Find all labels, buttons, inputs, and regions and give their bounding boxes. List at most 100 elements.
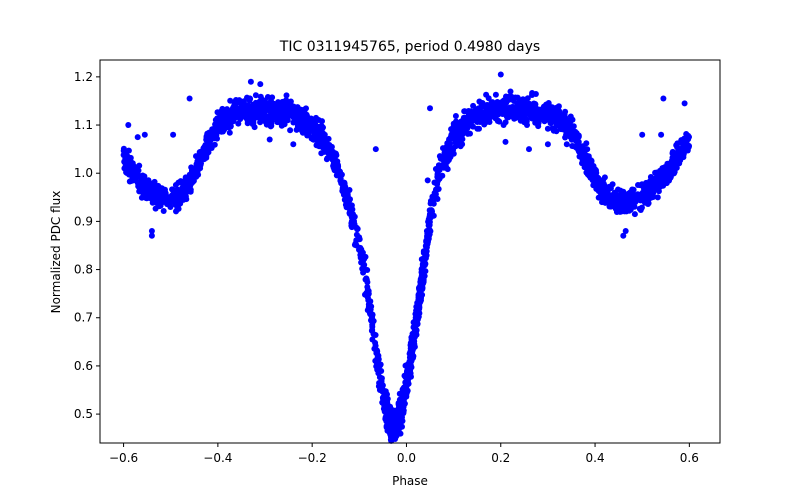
data-point <box>563 125 570 132</box>
data-point <box>639 181 645 188</box>
data-point <box>531 113 538 120</box>
outlier-point <box>290 141 297 148</box>
data-point <box>508 94 515 100</box>
y-tick-label: 0.5 <box>74 407 93 421</box>
outlier-point <box>148 228 155 234</box>
data-point <box>383 397 390 404</box>
data-point <box>323 156 330 163</box>
data-point <box>401 388 408 395</box>
data-point <box>287 98 294 105</box>
data-point <box>407 348 414 355</box>
data-point <box>313 114 319 121</box>
outlier-point <box>660 95 667 102</box>
data-point <box>343 197 350 204</box>
data-point <box>353 242 360 249</box>
data-point <box>264 106 271 113</box>
data-point <box>552 117 559 124</box>
data-point <box>475 114 482 121</box>
data-point <box>318 150 325 157</box>
data-point <box>369 313 375 320</box>
data-point <box>627 199 634 206</box>
data-point <box>122 148 129 155</box>
data-point <box>361 261 368 268</box>
data-point <box>629 186 636 193</box>
data-point <box>406 367 413 374</box>
data-point <box>217 117 224 124</box>
x-tick-label: 0.6 <box>680 451 699 465</box>
data-point <box>589 163 596 170</box>
data-point <box>240 105 247 112</box>
data-point <box>331 157 338 164</box>
data-point <box>583 140 590 147</box>
data-point <box>477 105 483 112</box>
data-point <box>583 162 590 169</box>
data-point <box>507 88 514 95</box>
data-point <box>140 193 147 200</box>
data-point <box>422 260 429 267</box>
data-point <box>459 126 466 133</box>
y-tick-label: 1.1 <box>74 118 93 132</box>
data-point <box>320 124 326 131</box>
data-point <box>623 194 630 201</box>
data-point <box>588 157 595 164</box>
x-tick-label: 0.2 <box>491 451 510 465</box>
data-point <box>137 174 144 181</box>
data-point <box>570 143 577 150</box>
data-point <box>164 198 171 205</box>
outlier-point <box>497 71 504 78</box>
data-point <box>483 91 490 98</box>
data-point <box>655 188 662 195</box>
data-point <box>258 102 265 109</box>
outlier-point <box>622 228 629 234</box>
data-point <box>414 312 421 319</box>
data-point <box>423 243 429 250</box>
data-point <box>341 180 348 187</box>
data-point <box>426 211 433 218</box>
data-point <box>476 125 482 132</box>
y-tick-label: 1.2 <box>74 70 93 84</box>
data-point <box>409 340 416 347</box>
data-point <box>434 196 441 202</box>
data-point <box>360 269 367 276</box>
data-point <box>414 305 421 312</box>
outlier-point <box>257 81 264 88</box>
data-point <box>685 132 691 139</box>
data-point <box>411 331 418 338</box>
data-point <box>660 178 667 185</box>
data-point <box>453 118 459 125</box>
data-point <box>495 107 502 113</box>
plot-area <box>99 59 721 444</box>
data-point <box>395 408 402 415</box>
data-point <box>502 110 509 117</box>
data-point <box>186 171 193 178</box>
data-point <box>682 147 688 154</box>
data-point <box>200 152 207 159</box>
data-point <box>157 185 164 192</box>
data-point <box>182 193 189 200</box>
outlier-point <box>502 138 509 145</box>
outlier-point <box>170 131 177 138</box>
data-point <box>433 186 439 193</box>
data-point <box>265 101 272 108</box>
data-point <box>172 182 179 188</box>
data-point <box>306 125 313 132</box>
chart-title: TIC 0311945765, period 0.4980 days <box>279 39 540 55</box>
data-point <box>492 91 499 98</box>
data-point <box>526 108 533 115</box>
data-point <box>382 405 389 412</box>
data-point <box>422 250 429 257</box>
data-point <box>437 155 444 162</box>
data-point <box>284 117 291 124</box>
x-axis-label: Phase <box>392 474 428 488</box>
data-point <box>261 97 268 104</box>
data-point <box>369 336 376 343</box>
outlier-point <box>186 95 193 102</box>
data-point <box>671 157 678 164</box>
data-point <box>530 100 537 107</box>
data-point <box>669 150 676 157</box>
data-point <box>486 119 493 125</box>
data-point <box>484 107 491 114</box>
data-point <box>674 140 681 147</box>
data-point <box>575 139 582 145</box>
